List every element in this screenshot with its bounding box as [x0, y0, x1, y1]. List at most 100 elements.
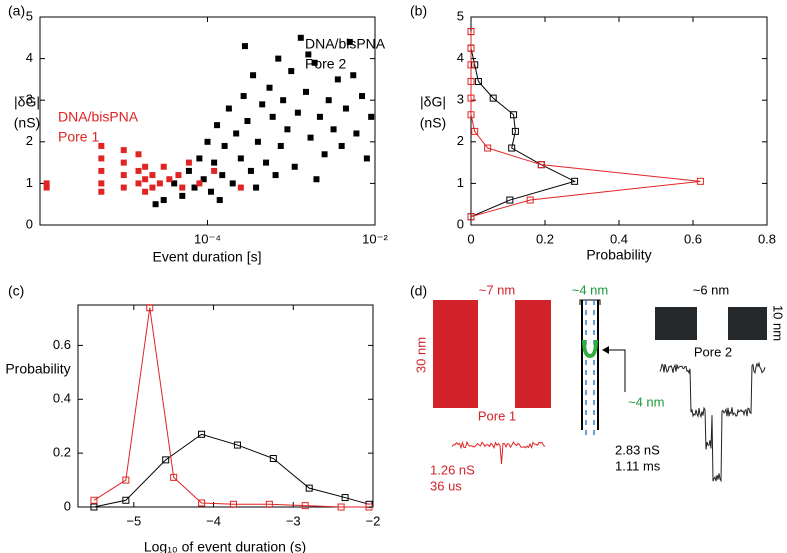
- point: [311, 59, 318, 66]
- marker: [537, 161, 545, 169]
- point: [307, 134, 314, 141]
- point: [291, 163, 298, 170]
- point: [233, 130, 240, 137]
- point: [152, 201, 159, 208]
- pore1-duration: 36 us: [430, 478, 462, 493]
- y-axis-label: |δG|: [14, 94, 40, 110]
- point: [135, 167, 142, 174]
- point: [142, 188, 149, 195]
- point: [200, 176, 207, 183]
- marker: [467, 44, 475, 52]
- y-tick-label: 0.2: [53, 445, 71, 460]
- point: [259, 101, 266, 108]
- x-tick-label: 0.4: [610, 231, 628, 246]
- series-label: Pore 1: [58, 129, 99, 145]
- line: [93, 433, 370, 508]
- point: [160, 197, 167, 204]
- y-axis-label: |δG|: [420, 94, 446, 110]
- marker: [90, 496, 98, 504]
- point: [98, 167, 105, 174]
- point: [253, 184, 260, 191]
- y-axis-label: Probability: [5, 361, 70, 377]
- y-axis-label: (nS): [14, 115, 40, 131]
- x-axis-label: Probability: [586, 247, 651, 263]
- marker: [170, 473, 178, 481]
- point: [284, 126, 291, 133]
- marker: [146, 304, 154, 312]
- point: [266, 84, 273, 91]
- point: [288, 68, 295, 75]
- point: [179, 192, 186, 199]
- point: [120, 159, 127, 166]
- y-tick-label: 5: [26, 8, 33, 23]
- point: [325, 97, 332, 104]
- marker: [365, 503, 373, 511]
- point: [166, 176, 173, 183]
- point: [363, 155, 370, 162]
- point: [247, 167, 254, 174]
- x-tick-label: 10⁻²: [362, 231, 388, 246]
- x-tick-label: 10⁻⁴: [194, 231, 221, 246]
- point: [244, 118, 251, 124]
- pore2-height: 10 nm: [771, 305, 786, 341]
- marker: [229, 500, 237, 508]
- marker: [198, 499, 206, 507]
- y-tick-label: 5: [457, 8, 464, 23]
- y-tick-label: 0: [26, 216, 33, 231]
- marker: [571, 177, 579, 185]
- pore1-wall: [433, 300, 478, 408]
- marker: [467, 77, 475, 85]
- point: [254, 138, 261, 145]
- pore2-duration: 1.11 ms: [615, 458, 661, 473]
- point: [277, 142, 284, 149]
- marker: [489, 94, 497, 102]
- y-tick-label: 1: [26, 175, 33, 190]
- y-tick-label: 4: [457, 50, 464, 65]
- point: [241, 43, 248, 50]
- marker: [467, 94, 475, 102]
- point: [185, 159, 192, 166]
- point: [135, 151, 142, 158]
- x-tick-label: 0.2: [536, 231, 554, 246]
- pore2-width: ~6 nm: [693, 282, 730, 297]
- point: [240, 93, 247, 100]
- x-tick-label: −5: [126, 513, 141, 528]
- point: [214, 122, 221, 129]
- pore2-wall: [655, 307, 697, 340]
- point: [346, 38, 353, 45]
- point: [219, 172, 226, 179]
- arrow-head: [602, 346, 609, 354]
- point: [211, 159, 218, 166]
- panel-label: (b): [410, 3, 427, 19]
- point: [207, 188, 214, 195]
- pore1-label: Pore 1: [478, 408, 516, 423]
- diagram: (d) ~7 nm 30 nm Pore 1 1.26 nS 36 us ~4 …: [410, 282, 786, 493]
- point: [359, 93, 366, 100]
- y-tick-label: 0: [457, 216, 464, 231]
- x-tick-label: −3: [286, 513, 301, 528]
- series-label: DNA/bisPNA: [305, 36, 386, 52]
- x-tick-label: −2: [366, 513, 381, 528]
- point: [353, 130, 360, 137]
- point: [229, 180, 236, 187]
- pore1-width: ~7 nm: [479, 282, 516, 297]
- y-tick-label: 3: [26, 92, 33, 107]
- x-tick-label: 0.8: [758, 231, 776, 246]
- point: [330, 126, 337, 133]
- point: [342, 105, 349, 112]
- marker: [198, 430, 206, 438]
- y-tick-label: 3: [457, 92, 464, 107]
- point: [185, 167, 192, 174]
- marker: [474, 77, 482, 85]
- point: [98, 155, 105, 162]
- pore2-conductance: 2.83 nS: [615, 442, 660, 457]
- point: [98, 180, 105, 187]
- point: [316, 113, 323, 120]
- marker: [526, 196, 534, 204]
- y-tick-label: 0: [64, 498, 71, 513]
- point: [43, 184, 50, 191]
- point: [98, 142, 105, 149]
- point: [211, 167, 218, 174]
- marker: [305, 484, 313, 492]
- marker: [301, 502, 309, 510]
